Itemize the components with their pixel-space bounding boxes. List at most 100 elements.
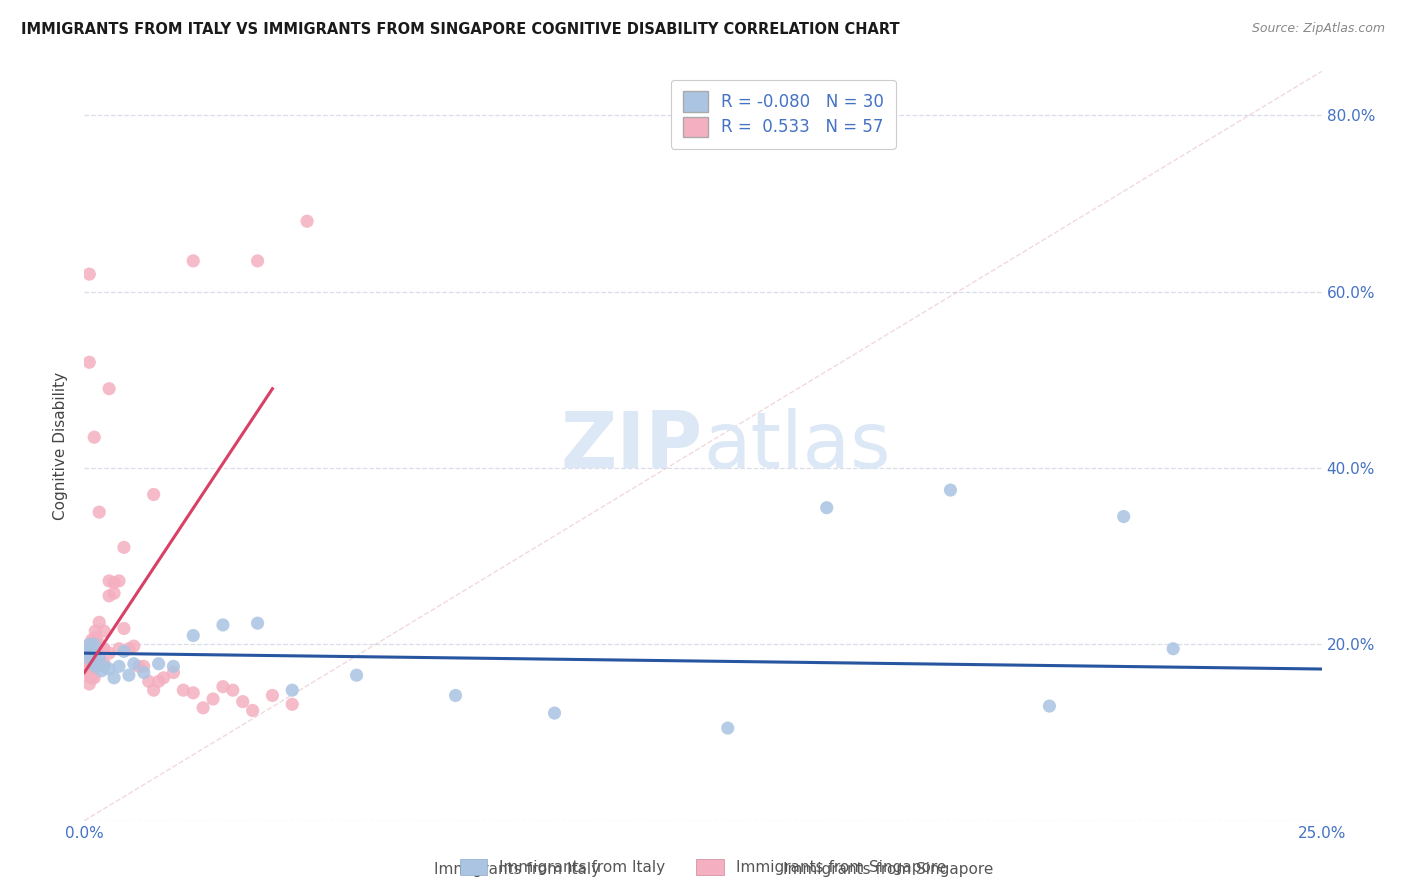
Point	[93, 659, 115, 673]
Point	[122, 657, 145, 671]
Text: Source: ZipAtlas.com: Source: ZipAtlas.com	[1251, 22, 1385, 36]
Point	[103, 671, 125, 685]
Text: Immigrants from Singapore: Immigrants from Singapore	[783, 862, 994, 877]
Point	[148, 674, 170, 689]
Point	[89, 657, 111, 671]
Point	[76, 641, 98, 656]
Point	[444, 689, 467, 703]
Point	[103, 586, 125, 600]
Point	[83, 632, 105, 647]
Point	[112, 622, 135, 636]
Point	[108, 574, 131, 588]
Point	[118, 641, 141, 656]
Point	[84, 641, 107, 656]
Y-axis label: Cognitive Disability: Cognitive Disability	[53, 372, 69, 520]
Point	[142, 487, 165, 501]
Point	[162, 659, 184, 673]
Point	[89, 637, 111, 651]
Point	[242, 703, 264, 717]
Legend: Immigrants from Italy, Immigrants from Singapore: Immigrants from Italy, Immigrants from S…	[456, 855, 950, 880]
Point	[152, 671, 174, 685]
Point	[77, 650, 100, 665]
Point	[82, 641, 104, 656]
Point	[86, 630, 108, 644]
Point	[172, 683, 194, 698]
Point	[181, 628, 204, 642]
Point	[1161, 641, 1184, 656]
Point	[222, 683, 245, 698]
Point	[98, 574, 121, 588]
Point	[108, 659, 131, 673]
Point	[83, 637, 105, 651]
Point	[90, 641, 112, 656]
Point	[246, 253, 269, 268]
Point	[89, 505, 111, 519]
Point	[80, 644, 103, 658]
Point	[212, 618, 235, 632]
Point	[122, 639, 145, 653]
Text: atlas: atlas	[703, 408, 890, 484]
Point	[132, 659, 155, 673]
Point	[84, 624, 107, 639]
Point	[98, 662, 121, 676]
Point	[281, 698, 304, 712]
Point	[346, 668, 368, 682]
Point	[79, 653, 101, 667]
Point	[191, 701, 214, 715]
Point	[717, 721, 740, 735]
Point	[79, 665, 101, 680]
Point	[181, 253, 204, 268]
Point	[162, 665, 184, 680]
Point	[543, 706, 565, 720]
Point	[202, 692, 225, 706]
Point	[83, 659, 105, 673]
Point	[79, 648, 101, 662]
Point	[79, 267, 101, 281]
Point	[93, 641, 115, 656]
Point	[98, 382, 121, 396]
Point	[77, 641, 100, 656]
Point	[93, 657, 115, 671]
Text: ZIP: ZIP	[561, 408, 703, 484]
Point	[80, 632, 103, 647]
Point	[246, 616, 269, 631]
Point	[83, 648, 105, 662]
Point	[939, 483, 962, 497]
Point	[1038, 699, 1060, 714]
Point	[79, 637, 101, 651]
Point	[80, 650, 103, 665]
Point	[93, 624, 115, 639]
Point	[262, 689, 284, 703]
Point	[89, 615, 111, 630]
Point	[112, 644, 135, 658]
Point	[103, 575, 125, 590]
Point	[82, 662, 104, 676]
Point	[86, 652, 108, 666]
Point	[79, 355, 101, 369]
Point	[76, 646, 98, 660]
Text: IMMIGRANTS FROM ITALY VS IMMIGRANTS FROM SINGAPORE COGNITIVE DISABILITY CORRELAT: IMMIGRANTS FROM ITALY VS IMMIGRANTS FROM…	[21, 22, 900, 37]
Point	[89, 650, 111, 665]
Point	[77, 668, 100, 682]
Point	[181, 686, 204, 700]
Point	[212, 680, 235, 694]
Point	[83, 671, 105, 685]
Point	[83, 430, 105, 444]
Point	[815, 500, 838, 515]
Point	[232, 695, 254, 709]
Point	[138, 674, 160, 689]
Point	[79, 659, 101, 673]
Point	[148, 657, 170, 671]
Point	[79, 677, 101, 691]
Point	[118, 668, 141, 682]
Point	[98, 646, 121, 660]
Legend: R = -0.080   N = 30, R =  0.533   N = 57: R = -0.080 N = 30, R = 0.533 N = 57	[671, 79, 896, 149]
Point	[79, 641, 101, 656]
Point	[1112, 509, 1135, 524]
Point	[132, 665, 155, 680]
Point	[90, 664, 112, 678]
Point	[295, 214, 318, 228]
Point	[128, 659, 150, 673]
Point	[76, 659, 98, 673]
Point	[108, 641, 131, 656]
